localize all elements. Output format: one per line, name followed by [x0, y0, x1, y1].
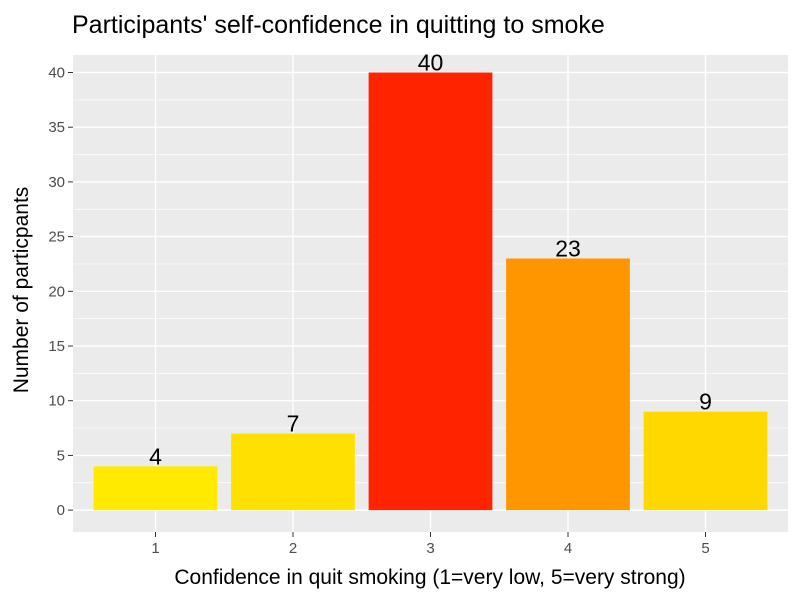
x-tick-label: 4	[564, 540, 572, 557]
chart-title: Participants' self-confidence in quittin…	[72, 11, 605, 39]
x-axis-title: Confidence in quit smoking (1=very low, …	[174, 566, 685, 589]
y-tick-label: 30	[48, 174, 65, 191]
y-tick-label: 15	[48, 338, 65, 355]
bar-3	[368, 72, 493, 511]
x-tick-label: 1	[151, 540, 159, 557]
x-tick-label: 5	[701, 540, 709, 557]
data-label-4: 23	[555, 235, 581, 261]
bar-5	[643, 411, 768, 511]
bar-2	[231, 433, 355, 511]
bars	[93, 72, 768, 511]
y-tick-label: 20	[48, 283, 65, 300]
y-tick-label: 35	[48, 119, 65, 136]
data-label-5: 9	[699, 389, 712, 415]
y-axis: 0 5 10 15 20 25 30 35 40	[48, 65, 73, 519]
bar-1	[93, 466, 218, 511]
data-label-1: 4	[149, 443, 162, 469]
data-label-2: 7	[287, 411, 300, 437]
data-label-3: 40	[418, 50, 444, 76]
x-tick-label: 2	[289, 540, 297, 557]
data-labels: 4 7 40 23 9	[149, 50, 712, 470]
x-axis: 1 2 3 4 5	[151, 532, 710, 557]
x-tick-label: 3	[426, 540, 434, 557]
y-tick-label: 25	[48, 229, 65, 246]
y-tick-label: 5	[57, 447, 65, 464]
y-tick-label: 40	[48, 65, 65, 82]
y-tick-label: 0	[57, 502, 65, 519]
y-axis-title: Number of particpants	[10, 187, 33, 394]
y-tick-label: 10	[48, 393, 65, 410]
bar-4	[506, 258, 630, 511]
